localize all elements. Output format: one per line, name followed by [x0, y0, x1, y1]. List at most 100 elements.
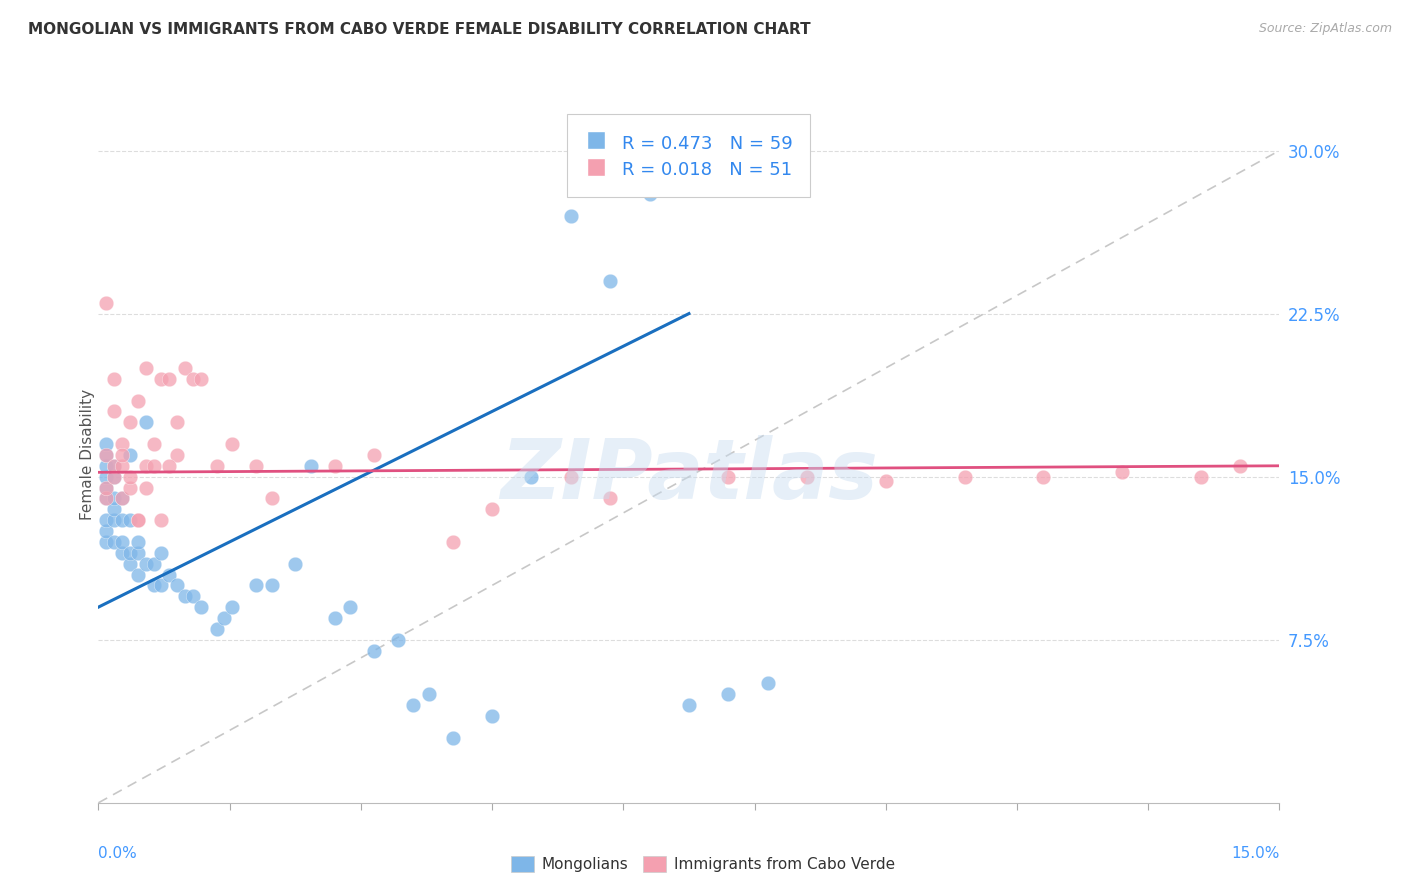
Point [1111, 466, 1133, 480]
Point [221, 437, 243, 451]
Point [111, 546, 134, 560]
Point [875, 474, 897, 488]
Y-axis label: Female Disability: Female Disability [80, 389, 94, 521]
Point [150, 372, 173, 386]
Point [1032, 469, 1054, 483]
Point [142, 578, 165, 592]
Point [441, 535, 464, 549]
Point [260, 491, 283, 506]
Point [103, 513, 125, 527]
Point [638, 186, 661, 201]
Point [363, 643, 385, 657]
Point [135, 557, 157, 571]
Point [96, 491, 118, 506]
Point [118, 481, 141, 495]
Point [323, 611, 346, 625]
Point [127, 513, 149, 527]
Point [560, 209, 582, 223]
Point [174, 360, 197, 375]
Point [142, 458, 165, 473]
Point [96, 481, 118, 495]
Point [387, 632, 409, 647]
Point [103, 469, 125, 483]
Point [118, 546, 141, 560]
Point [127, 513, 149, 527]
Text: ZIPatlas: ZIPatlas [501, 435, 877, 516]
Point [560, 469, 582, 483]
Text: 15.0%: 15.0% [1232, 847, 1279, 862]
Point [96, 491, 118, 506]
Point [599, 274, 621, 288]
Point [96, 437, 118, 451]
Point [96, 481, 118, 495]
Point [111, 458, 134, 473]
Point [111, 513, 134, 527]
Legend: Mongolians, Immigrants from Cabo Verde: Mongolians, Immigrants from Cabo Verde [503, 848, 903, 880]
Point [157, 567, 180, 582]
Point [1189, 469, 1212, 483]
Point [142, 557, 165, 571]
Point [678, 698, 700, 712]
Point [339, 600, 361, 615]
Point [717, 687, 740, 701]
Point [214, 611, 236, 625]
Point [127, 393, 149, 408]
Point [118, 469, 141, 483]
Point [118, 415, 141, 429]
Legend: R = 0.473   N = 59, R = 0.018   N = 51: R = 0.473 N = 59, R = 0.018 N = 51 [572, 120, 806, 192]
Text: 0.0%: 0.0% [98, 847, 138, 862]
Point [111, 491, 134, 506]
Point [118, 513, 141, 527]
Point [135, 481, 157, 495]
Point [441, 731, 464, 745]
Point [181, 372, 204, 386]
Point [245, 458, 267, 473]
Point [717, 469, 740, 483]
Point [796, 469, 818, 483]
Point [111, 448, 134, 462]
Point [111, 437, 134, 451]
Point [418, 687, 440, 701]
Point [111, 535, 134, 549]
Point [205, 622, 228, 636]
Point [599, 491, 621, 506]
Point [103, 372, 125, 386]
Point [127, 546, 149, 560]
Point [150, 546, 173, 560]
Point [103, 491, 125, 506]
Point [103, 535, 125, 549]
Point [118, 448, 141, 462]
Point [402, 698, 425, 712]
Point [363, 448, 385, 462]
Text: MONGOLIAN VS IMMIGRANTS FROM CABO VERDE FEMALE DISABILITY CORRELATION CHART: MONGOLIAN VS IMMIGRANTS FROM CABO VERDE … [28, 22, 811, 37]
Point [96, 295, 118, 310]
Point [103, 458, 125, 473]
Point [157, 458, 180, 473]
Point [150, 513, 173, 527]
Point [323, 458, 346, 473]
Point [135, 415, 157, 429]
Point [166, 448, 188, 462]
Point [96, 448, 118, 462]
Point [142, 437, 165, 451]
Point [96, 469, 118, 483]
Point [205, 458, 228, 473]
Point [96, 458, 118, 473]
Point [127, 567, 149, 582]
Point [174, 589, 197, 603]
Point [135, 458, 157, 473]
Point [284, 557, 307, 571]
Point [1229, 458, 1251, 473]
Point [111, 491, 134, 506]
Point [150, 578, 173, 592]
Point [953, 469, 976, 483]
Point [260, 578, 283, 592]
Point [181, 589, 204, 603]
Point [481, 708, 503, 723]
Point [118, 557, 141, 571]
Point [103, 404, 125, 418]
Point [96, 535, 118, 549]
Point [96, 448, 118, 462]
Point [166, 415, 188, 429]
Point [96, 513, 118, 527]
